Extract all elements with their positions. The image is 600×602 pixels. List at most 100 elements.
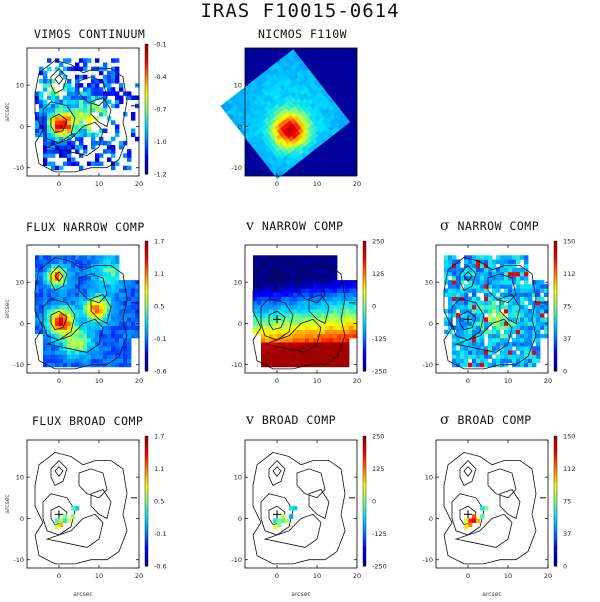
map-pixel bbox=[289, 350, 294, 355]
map-pixel bbox=[448, 263, 453, 269]
map-pixel bbox=[83, 280, 88, 285]
map-pixel bbox=[51, 321, 56, 326]
map-pixel bbox=[107, 329, 112, 335]
map-pixel bbox=[47, 333, 52, 339]
map-pixel bbox=[79, 259, 84, 264]
map-pixel bbox=[460, 276, 465, 281]
map-pixel bbox=[468, 346, 473, 351]
map-pixel bbox=[536, 337, 541, 343]
map-pixel bbox=[91, 337, 96, 343]
map-pixel bbox=[277, 300, 282, 306]
map-pixel bbox=[257, 313, 262, 318]
map-pixel bbox=[261, 259, 266, 264]
map-pixel bbox=[472, 288, 477, 293]
map-pixel bbox=[452, 284, 457, 289]
map-pixel bbox=[91, 309, 96, 314]
map-pixel bbox=[111, 284, 116, 289]
map-pixel bbox=[484, 362, 489, 368]
colorbar-frame bbox=[144, 435, 149, 567]
map-pixel bbox=[95, 346, 100, 351]
map-pixel bbox=[468, 280, 473, 285]
map-pixel bbox=[329, 288, 334, 293]
map-pixel bbox=[321, 313, 326, 318]
map-pixel bbox=[504, 333, 509, 339]
colorbar-segment bbox=[145, 458, 148, 463]
map-pixel bbox=[281, 342, 286, 347]
map-pixel bbox=[305, 317, 310, 322]
map-pixel bbox=[35, 321, 40, 326]
map-pixel bbox=[456, 358, 461, 363]
colorbar-segment bbox=[554, 520, 557, 525]
map-pixel bbox=[51, 128, 56, 133]
map-pixel bbox=[71, 95, 76, 100]
map-pixel bbox=[87, 107, 92, 113]
map-pixel bbox=[500, 337, 505, 343]
map-pixel bbox=[131, 112, 136, 117]
map-pixel bbox=[67, 317, 72, 322]
map-pixel bbox=[47, 149, 52, 154]
map-pixel bbox=[293, 304, 298, 310]
map-pixel bbox=[79, 107, 84, 113]
map-pixel bbox=[504, 259, 509, 264]
colorbar-segment bbox=[554, 449, 557, 453]
map-pixel bbox=[59, 309, 64, 314]
map-pixel bbox=[488, 255, 493, 260]
map-pixel bbox=[71, 161, 76, 166]
colorbar-segment bbox=[363, 309, 366, 313]
map-pixel bbox=[516, 317, 521, 322]
y-tick-label: 0 bbox=[20, 515, 24, 523]
map-pixel bbox=[301, 296, 306, 302]
colorbar-segment bbox=[363, 549, 366, 554]
map-pixel bbox=[135, 296, 140, 302]
colorbar-tick-label: -1.0 bbox=[154, 138, 167, 146]
map-pixel bbox=[293, 337, 298, 343]
map-pixel bbox=[75, 296, 80, 302]
map-pixel bbox=[285, 313, 290, 318]
map-pixel bbox=[83, 362, 88, 368]
map-pixel bbox=[79, 116, 84, 121]
map-pixel bbox=[71, 271, 76, 277]
map-pixel bbox=[71, 337, 76, 343]
map-pixel bbox=[55, 276, 60, 281]
colorbar-segment bbox=[363, 361, 366, 365]
map-pixel bbox=[83, 313, 88, 318]
map-pixel bbox=[265, 321, 270, 326]
map-pixel bbox=[480, 342, 485, 347]
map-pixel bbox=[59, 337, 64, 343]
map-pixel bbox=[111, 329, 116, 335]
colorbar-segment bbox=[145, 109, 148, 113]
map-pixel bbox=[516, 284, 521, 289]
map-pixel bbox=[464, 313, 469, 318]
map-pixel bbox=[47, 83, 52, 88]
colorbar-segment bbox=[145, 96, 148, 100]
map-pixel bbox=[289, 317, 294, 322]
map-pixel bbox=[516, 300, 521, 306]
map-pixel bbox=[301, 337, 306, 343]
colorbar-segment bbox=[554, 296, 557, 300]
colorbar-tick-label: 125 bbox=[372, 465, 384, 473]
colorbar-segment bbox=[145, 92, 148, 97]
map-pixel bbox=[103, 79, 108, 84]
y-tick-label: 0 bbox=[429, 515, 433, 523]
map-pixel bbox=[504, 271, 509, 277]
map-pixel bbox=[67, 263, 72, 269]
colorbar-segment bbox=[554, 510, 557, 515]
map-pixel bbox=[115, 263, 120, 269]
map-pixel bbox=[51, 296, 56, 302]
map-pixel bbox=[496, 280, 501, 285]
map-pixel bbox=[99, 321, 104, 326]
colorbar-segment bbox=[145, 527, 148, 531]
map-pixel bbox=[333, 288, 338, 293]
map-pixel bbox=[261, 296, 266, 302]
map-pixel bbox=[337, 325, 342, 330]
map-pixel bbox=[321, 300, 326, 306]
map-pixel bbox=[273, 518, 278, 523]
map-pixel bbox=[47, 354, 52, 359]
map-pixel bbox=[257, 255, 262, 260]
map-pixel bbox=[87, 280, 92, 285]
map-pixel bbox=[341, 309, 346, 314]
map-pixel bbox=[253, 329, 258, 335]
map-pixel bbox=[67, 300, 72, 306]
colorbar-segment bbox=[554, 309, 557, 313]
colorbar-tick-label: 75 bbox=[563, 303, 571, 311]
